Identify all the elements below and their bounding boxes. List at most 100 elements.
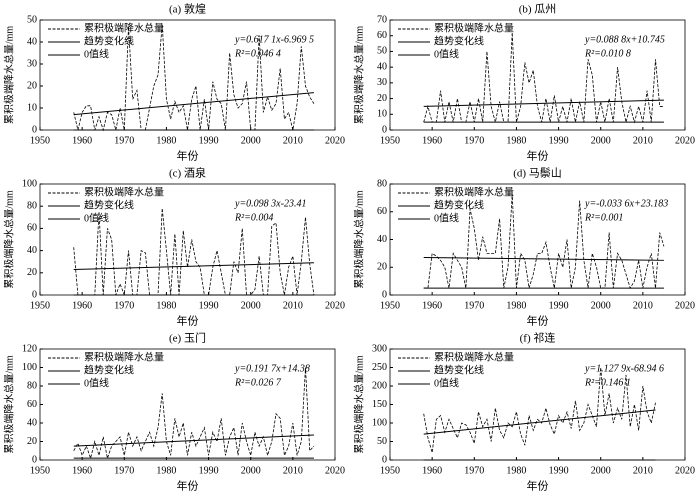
y-tick-label: 0 — [382, 454, 387, 465]
y-tick-label: 20 — [27, 80, 37, 91]
x-tick-label: 1950 — [380, 465, 400, 476]
legend-label: 趋势变化线 — [434, 34, 484, 47]
y-tick-label: 20 — [377, 93, 387, 104]
y-tick-label: 70 — [377, 14, 387, 25]
y-tick-label: 100 — [22, 362, 37, 373]
x-tick-label: 2000 — [591, 135, 611, 146]
x-tick-label: 1960 — [422, 135, 442, 146]
y-tick-label: 30 — [377, 77, 387, 88]
x-tick-label: 1990 — [199, 300, 219, 311]
y-tick-label: 60 — [377, 30, 387, 41]
x-axis-title: 年份 — [527, 479, 549, 493]
series-line — [423, 367, 656, 453]
y-tick-label: 10 — [377, 109, 387, 120]
y-axis-title: 累积极端降水总量/mm — [352, 190, 365, 289]
y-tick-label: 40 — [377, 234, 387, 245]
panel-title: (c) 酒泉 — [169, 166, 206, 180]
y-tick-label: 200 — [372, 380, 387, 391]
x-tick-label: 2010 — [283, 300, 303, 311]
x-tick-label: 1970 — [114, 465, 134, 476]
x-tick-label: 1960 — [422, 300, 442, 311]
x-tick-label: 1950 — [380, 135, 400, 146]
x-tick-label: 1980 — [156, 135, 176, 146]
series-line — [73, 92, 314, 116]
x-tick-label: 1990 — [199, 135, 219, 146]
panel-title: (d) 马鬃山 — [513, 166, 562, 180]
x-tick-label: 1970 — [464, 300, 484, 311]
x-tick-label: 2000 — [591, 465, 611, 476]
series-line — [423, 193, 665, 290]
legend-label: 累积极端降水总量 — [84, 21, 164, 34]
y-tick-label: 80 — [27, 200, 37, 211]
annotation: R²=0.001 — [584, 212, 623, 223]
x-tick-label: 1950 — [30, 135, 50, 146]
legend-label: 0值线 — [84, 376, 109, 389]
annotation: R²=0.010 8 — [584, 48, 631, 59]
legend-label: 趋势变化线 — [434, 198, 484, 211]
x-tick-label: 1980 — [156, 465, 176, 476]
legend-label: 累积极端降水总量 — [434, 21, 514, 34]
series-line — [73, 262, 314, 270]
x-tick-label: 2000 — [591, 300, 611, 311]
y-tick-label: 300 — [372, 343, 387, 354]
y-tick-label: 0 — [32, 454, 37, 465]
y-axis-title: 累积极端降水总量/mm — [2, 190, 15, 289]
x-tick-label: 2020 — [325, 465, 345, 476]
x-tick-label: 2010 — [283, 135, 303, 146]
x-tick-label: 2000 — [241, 135, 261, 146]
x-axis-title: 年份 — [177, 479, 199, 493]
x-tick-label: 2020 — [675, 300, 695, 311]
panel-title: (f) 祁连 — [520, 331, 556, 345]
y-tick-label: 0 — [32, 289, 37, 300]
series-line — [423, 257, 664, 261]
legend-label: 累积极端降水总量 — [434, 185, 514, 198]
y-axis-title: 累积极端降水总量/mm — [352, 355, 365, 454]
plot-frame — [389, 19, 686, 131]
x-tick-label: 2000 — [241, 465, 261, 476]
y-tick-label: 100 — [22, 178, 37, 189]
annotation: R²=0.146 1 — [584, 377, 631, 388]
x-tick-label: 1970 — [464, 465, 484, 476]
legend-label: 累积极端降水总量 — [434, 350, 514, 363]
x-tick-label: 1990 — [549, 300, 569, 311]
x-tick-label: 1970 — [114, 135, 134, 146]
x-tick-label: 1990 — [549, 135, 569, 146]
y-tick-label: 60 — [27, 399, 37, 410]
y-tick-label: 250 — [372, 362, 387, 373]
y-tick-label: 10 — [27, 102, 37, 113]
x-tick-label: 1980 — [506, 135, 526, 146]
x-tick-label: 2010 — [633, 300, 653, 311]
legend-label: 0值线 — [434, 47, 459, 60]
y-tick-label: 80 — [377, 178, 387, 189]
panel-title: (b) 瓜州 — [519, 4, 557, 16]
y-tick-label: 120 — [22, 343, 37, 354]
y-tick-label: 40 — [27, 245, 37, 256]
y-tick-label: 50 — [27, 14, 37, 25]
x-tick-label: 2020 — [325, 300, 345, 311]
legend-label: 趋势变化线 — [434, 363, 484, 376]
x-tick-label: 1960 — [422, 465, 442, 476]
x-axis-title: 年份 — [177, 149, 199, 163]
y-tick-label: 0 — [382, 289, 387, 300]
y-tick-label: 20 — [377, 262, 387, 273]
panel-title: (a) 敦煌 — [169, 2, 206, 16]
y-tick-label: 30 — [27, 58, 37, 69]
x-tick-label: 1980 — [156, 300, 176, 311]
x-tick-label: 1980 — [506, 465, 526, 476]
annotation: y=0.088 8x+10.745 — [584, 34, 665, 45]
y-tick-label: 20 — [27, 267, 37, 278]
panel-title: (e) 玉门 — [169, 331, 206, 345]
y-tick-label: 40 — [27, 417, 37, 428]
annotation: y=1.127 9x-68.94 6 — [584, 363, 664, 374]
x-tick-label: 1950 — [380, 300, 400, 311]
x-tick-label: 1960 — [72, 135, 92, 146]
x-tick-label: 2000 — [241, 300, 261, 311]
annotation: y=0.617 1x-6.969 5 — [234, 34, 314, 45]
x-axis-title: 年份 — [177, 314, 199, 328]
